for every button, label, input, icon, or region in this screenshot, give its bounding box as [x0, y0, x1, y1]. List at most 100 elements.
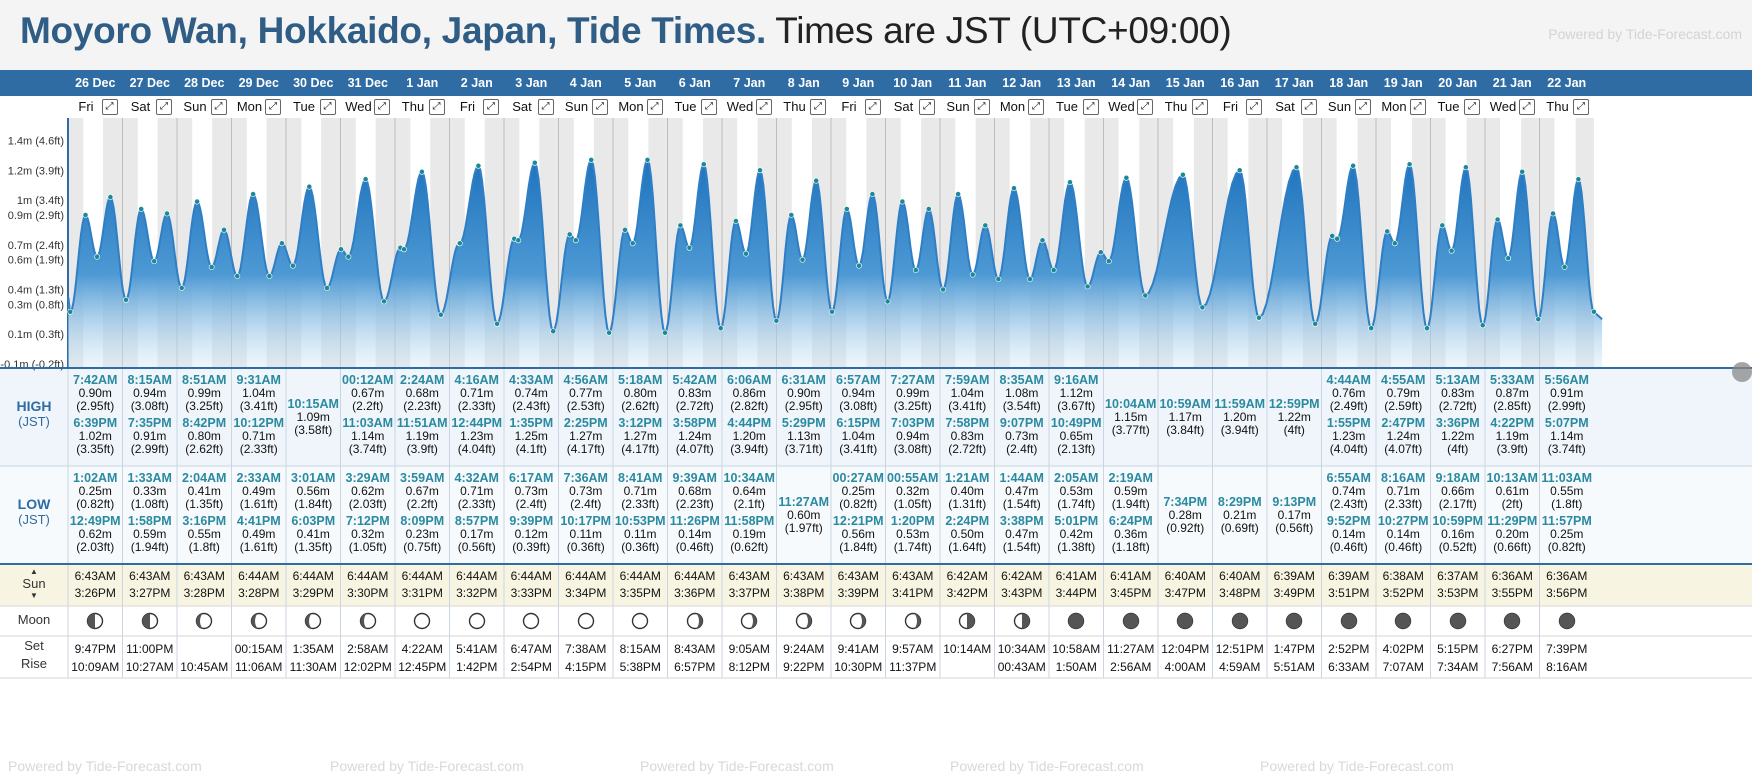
tide-point[interactable]: [566, 231, 573, 238]
tide-point[interactable]: [1256, 314, 1262, 321]
tide-point[interactable]: [1039, 237, 1046, 244]
tide-point[interactable]: [138, 206, 145, 212]
tide-point[interactable]: [1123, 174, 1130, 181]
tide-point[interactable]: [677, 222, 684, 229]
tide-point[interactable]: [856, 262, 862, 269]
tide-point[interactable]: [955, 191, 961, 197]
tide-point[interactable]: [622, 226, 628, 233]
scroll-right-indicator[interactable]: [1732, 362, 1752, 382]
tide-point[interactable]: [266, 273, 273, 279]
tide-point[interactable]: [1479, 322, 1486, 329]
tide-point[interactable]: [995, 276, 1002, 282]
tide-point[interactable]: [940, 286, 946, 293]
tide-point[interactable]: [1180, 171, 1186, 178]
tide-point[interactable]: [1463, 164, 1469, 171]
tide-point[interactable]: [829, 308, 835, 315]
tide-point[interactable]: [362, 176, 369, 183]
tide-point[interactable]: [381, 298, 387, 305]
tide-point[interactable]: [1494, 216, 1501, 223]
tide-point[interactable]: [1424, 325, 1430, 332]
tide-point[interactable]: [1027, 276, 1033, 282]
tide-point[interactable]: [717, 325, 724, 332]
tide-point[interactable]: [982, 222, 989, 229]
tide-point[interactable]: [743, 250, 749, 257]
tide-point[interactable]: [494, 320, 500, 327]
expand-icon[interactable]: ⤢: [1300, 99, 1317, 115]
expand-icon[interactable]: ⤢: [592, 99, 608, 115]
expand-icon[interactable]: ⤢: [1028, 99, 1044, 115]
tide-point[interactable]: [572, 237, 579, 244]
expand-icon[interactable]: ⤢: [701, 99, 717, 115]
expand-icon[interactable]: ⤢: [537, 99, 554, 115]
tide-point[interactable]: [345, 253, 352, 260]
tide-point[interactable]: [1142, 292, 1149, 299]
tide-point[interactable]: [1535, 316, 1542, 323]
tide-point[interactable]: [550, 328, 557, 335]
tide-point[interactable]: [1448, 247, 1455, 254]
expand-icon[interactable]: ⤢: [1246, 99, 1262, 115]
tide-point[interactable]: [437, 311, 444, 318]
tide-point[interactable]: [475, 162, 482, 169]
tide-point[interactable]: [1105, 258, 1112, 265]
tide-point[interactable]: [82, 212, 89, 218]
tide-point[interactable]: [700, 161, 707, 168]
expand-icon[interactable]: ⤢: [319, 99, 336, 115]
tide-point[interactable]: [221, 226, 227, 233]
tide-point[interactable]: [515, 237, 522, 244]
tide-point[interactable]: [151, 258, 158, 265]
tide-point[interactable]: [912, 267, 919, 273]
tide-point[interactable]: [813, 177, 820, 184]
tide-point[interactable]: [1293, 164, 1300, 171]
expand-icon[interactable]: ⤢: [646, 99, 663, 115]
tide-point[interactable]: [629, 240, 636, 247]
tide-point[interactable]: [843, 206, 850, 212]
tide-point[interactable]: [306, 183, 313, 190]
tide-point[interactable]: [884, 298, 891, 305]
tide-point[interactable]: [1561, 264, 1568, 270]
tide-point[interactable]: [1406, 161, 1413, 168]
tide-point[interactable]: [1334, 235, 1341, 242]
expand-icon[interactable]: ⤢: [1518, 99, 1535, 115]
tide-point[interactable]: [1312, 320, 1319, 327]
tide-point[interactable]: [969, 271, 976, 278]
tide-point[interactable]: [123, 296, 129, 303]
tide-point[interactable]: [788, 212, 795, 218]
tide-point[interactable]: [606, 329, 612, 336]
expand-icon[interactable]: ⤢: [810, 99, 826, 115]
tide-point[interactable]: [67, 308, 74, 315]
tide-point[interactable]: [1050, 267, 1057, 273]
tide-point[interactable]: [1439, 222, 1446, 229]
expand-icon[interactable]: ⤢: [101, 99, 118, 115]
tide-point[interactable]: [1505, 255, 1512, 262]
tide-point[interactable]: [662, 329, 668, 336]
tide-point[interactable]: [194, 198, 200, 205]
tide-point[interactable]: [686, 244, 693, 251]
expand-icon[interactable]: ⤢: [156, 99, 172, 115]
expand-icon[interactable]: ⤢: [1355, 99, 1371, 115]
tide-point[interactable]: [588, 157, 595, 163]
tide-point[interactable]: [401, 246, 407, 253]
tide-point[interactable]: [757, 167, 763, 174]
tide-point[interactable]: [869, 191, 876, 197]
tide-point[interactable]: [1384, 228, 1391, 235]
tide-point[interactable]: [289, 262, 296, 269]
tide-point[interactable]: [107, 194, 114, 200]
tide-point[interactable]: [644, 157, 651, 163]
tide-point[interactable]: [1097, 249, 1104, 256]
tide-point[interactable]: [925, 206, 932, 212]
tide-point[interactable]: [1591, 308, 1597, 315]
tide-point[interactable]: [899, 198, 906, 205]
tide-point[interactable]: [456, 240, 463, 247]
tide-point[interactable]: [324, 285, 330, 291]
tide-point[interactable]: [94, 253, 100, 260]
tide-point[interactable]: [208, 264, 215, 270]
tide-point[interactable]: [1519, 168, 1526, 175]
tide-point[interactable]: [250, 191, 256, 197]
tide-point[interactable]: [1391, 240, 1398, 247]
expand-icon[interactable]: ⤢: [1137, 99, 1153, 115]
tide-point[interactable]: [164, 210, 170, 217]
tide-point[interactable]: [733, 218, 739, 224]
expand-icon[interactable]: ⤢: [755, 99, 772, 115]
expand-icon[interactable]: ⤢: [374, 99, 390, 115]
tide-point[interactable]: [338, 246, 344, 253]
